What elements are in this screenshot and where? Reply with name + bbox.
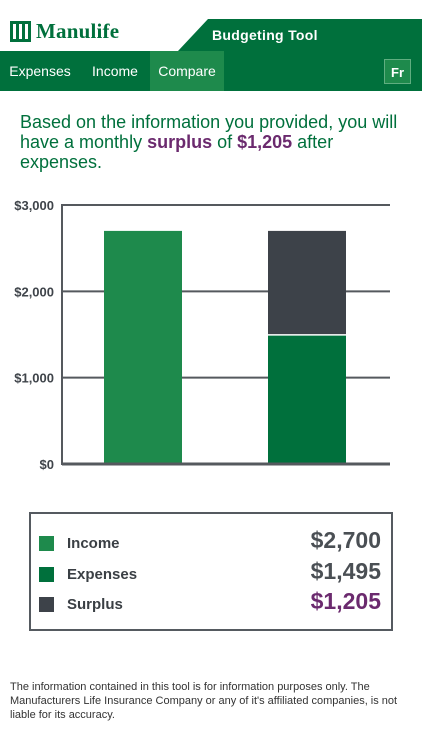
logo-text: Manulife [36,18,120,43]
summary-prefix: Based on the information you provided, y… [20,112,398,152]
summary-suffix: after expenses. [20,132,334,172]
legend-label: Surplus [67,596,123,613]
summary-text: Based on the information you provided, y… [20,112,400,172]
y-tick-label: $3,000 [14,198,54,213]
bar-segment-surplus [268,230,346,335]
legend-item-surplus: Surplus $1,205 [31,588,391,617]
bar-segment-income [104,230,182,464]
legend-item-income: Income $2,700 [31,527,391,556]
disclaimer-text: The information contained in this tool i… [10,681,398,721]
legend-value: $1,495 [310,558,381,584]
comparison-chart: $0 $1,000 $2,000 $3,000 [0,196,422,476]
summary-middle: of [212,132,238,152]
legend-swatch-surplus [39,597,54,612]
legend-swatch-expenses [39,567,54,582]
manulife-logo-icon [10,20,31,42]
chart-legend: Income $2,700 Expenses $1,495 Surplus $1… [29,512,393,631]
tab-income[interactable]: Income [92,63,138,79]
legend-label: Income [67,535,120,552]
language-toggle-button[interactable]: Fr [384,59,411,84]
legend-swatch-income [39,536,54,551]
chart-svg: $0 $1,000 $2,000 $3,000 [14,198,390,472]
bar-segment-expenses [268,334,346,464]
summary-status-word: surplus [147,132,213,152]
summary-amount: $1,205 [237,132,293,152]
manulife-logo: Manulife [10,18,120,43]
tool-title: Budgeting Tool [178,19,422,51]
y-tick-label: $2,000 [14,284,54,299]
legend-value: $1,205 [310,588,381,614]
nav-bar: Expenses Income Compare Fr [0,51,422,91]
legend-label: Expenses [67,566,138,583]
legend-value: $2,700 [310,527,381,553]
y-tick-label: $1,000 [14,371,54,386]
tab-expenses[interactable]: Expenses [9,63,71,79]
y-tick-label: $0 [40,457,54,472]
legend-item-expenses: Expenses $1,495 [31,558,391,587]
app-header: Manulife Budgeting Tool [0,0,422,51]
tab-compare[interactable]: Compare [150,51,224,91]
